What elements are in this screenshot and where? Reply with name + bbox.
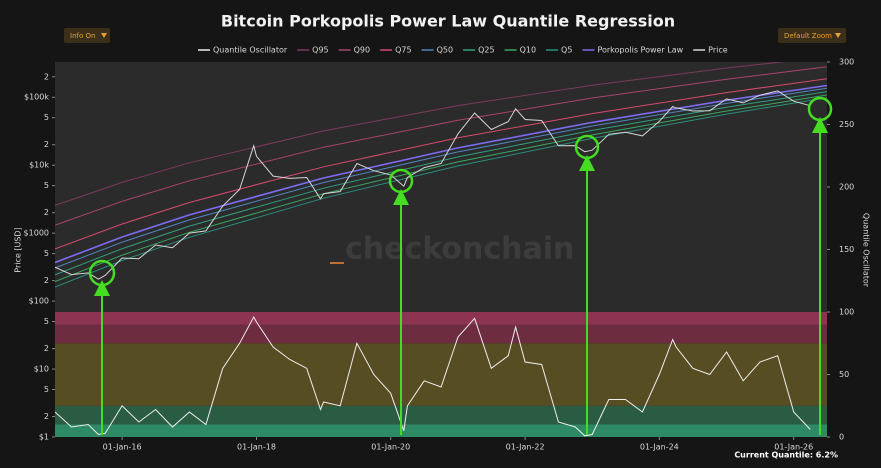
x-tick-label: 01-Jan-26 [774, 443, 813, 452]
info-button-box[interactable] [64, 28, 110, 43]
legend-label: Q5 [561, 46, 572, 55]
quantile-line [55, 87, 827, 269]
quantile-band [55, 312, 827, 325]
y2-tick-label: 150 [839, 245, 854, 254]
quantile-band [55, 324, 827, 344]
x-tick-label: 01-Jan-22 [506, 443, 545, 452]
legend-label: Q95 [312, 46, 328, 55]
y-tick-label: 2 [44, 276, 49, 285]
y-tick-label: 2 [44, 72, 49, 81]
y-tick-label: 5 [44, 317, 49, 326]
chart-title: Bitcoin Porkopolis Power Law Quantile Re… [221, 12, 675, 31]
dropdown-arrow[interactable] [101, 33, 107, 38]
annotations [88, 96, 833, 435]
legend-label: Q90 [354, 46, 370, 55]
y-tick-label: $1000 [24, 229, 49, 238]
legend-label: Quantile Oscillator [213, 46, 288, 55]
watermark: checkonchain [345, 232, 574, 267]
quantile-line [55, 62, 786, 206]
y-tick-label: 2 [44, 344, 49, 353]
legend-label: Q75 [395, 46, 411, 55]
y-axis-label: Price [USD] [14, 227, 23, 272]
y-tick-label: $100 [29, 297, 49, 306]
quantile-line [55, 78, 827, 250]
y2-axis-label: Quantile Oscillator [862, 213, 871, 288]
y-tick-label: 2 [44, 140, 49, 149]
zoom-button[interactable]: Default Zoom [778, 28, 846, 43]
watermark-mark [330, 262, 344, 264]
zoom-button-box[interactable] [778, 28, 846, 43]
x-tick-label: 01-Jan-16 [103, 443, 142, 452]
y-tick-label: 5 [44, 385, 49, 394]
y-tick-label: 5 [44, 113, 49, 122]
quantile-band [55, 424, 827, 437]
quantile-band [55, 343, 827, 406]
y-tick-label: $10k [29, 161, 49, 170]
oscillator-line [55, 315, 811, 437]
y-tick-label: 2 [44, 208, 49, 217]
zoom-button-label[interactable]: Default Zoom [784, 32, 832, 40]
x-tick-label: 01-Jan-20 [371, 443, 410, 452]
highlight-circle [574, 134, 600, 160]
highlight-circle [388, 168, 414, 194]
info-button-label[interactable]: Info On [70, 32, 95, 40]
price-line [55, 90, 811, 280]
quantile-line [55, 84, 827, 264]
y-tick-label: 5 [44, 181, 49, 190]
quantile-band [55, 405, 827, 425]
y-tick-label: $10 [34, 365, 49, 374]
x-tick-label: 01-Jan-18 [237, 443, 276, 452]
y-tick-label: $1 [39, 433, 49, 442]
y-tick-label: $100k [24, 93, 49, 102]
x-tick-label: 01-Jan-24 [640, 443, 679, 452]
y2-tick-label: 0 [839, 433, 844, 442]
y2-tick-label: 100 [839, 308, 854, 317]
y-tick-label: 2 [44, 412, 49, 421]
highlight-circle [88, 259, 116, 287]
current-quantile: Current Quantile: 6.2% [734, 451, 838, 460]
highlight-circle [807, 96, 833, 122]
y2-tick-label: 250 [839, 120, 854, 129]
y2-tick-label: 50 [839, 370, 849, 379]
legend-label: Q50 [437, 46, 453, 55]
legend-label: Price [708, 46, 728, 55]
y2-tick-label: 300 [839, 58, 854, 67]
y2-tick-label: 200 [839, 183, 854, 192]
legend-label: Q25 [478, 46, 494, 55]
y-tick-label: 5 [44, 249, 49, 258]
legend-label: Porkopolis Power Law [597, 46, 683, 55]
legend-label: Q10 [520, 46, 536, 55]
quantile-line [55, 66, 827, 226]
dropdown-arrow[interactable] [835, 33, 841, 38]
info-button[interactable]: Info On [64, 28, 110, 43]
